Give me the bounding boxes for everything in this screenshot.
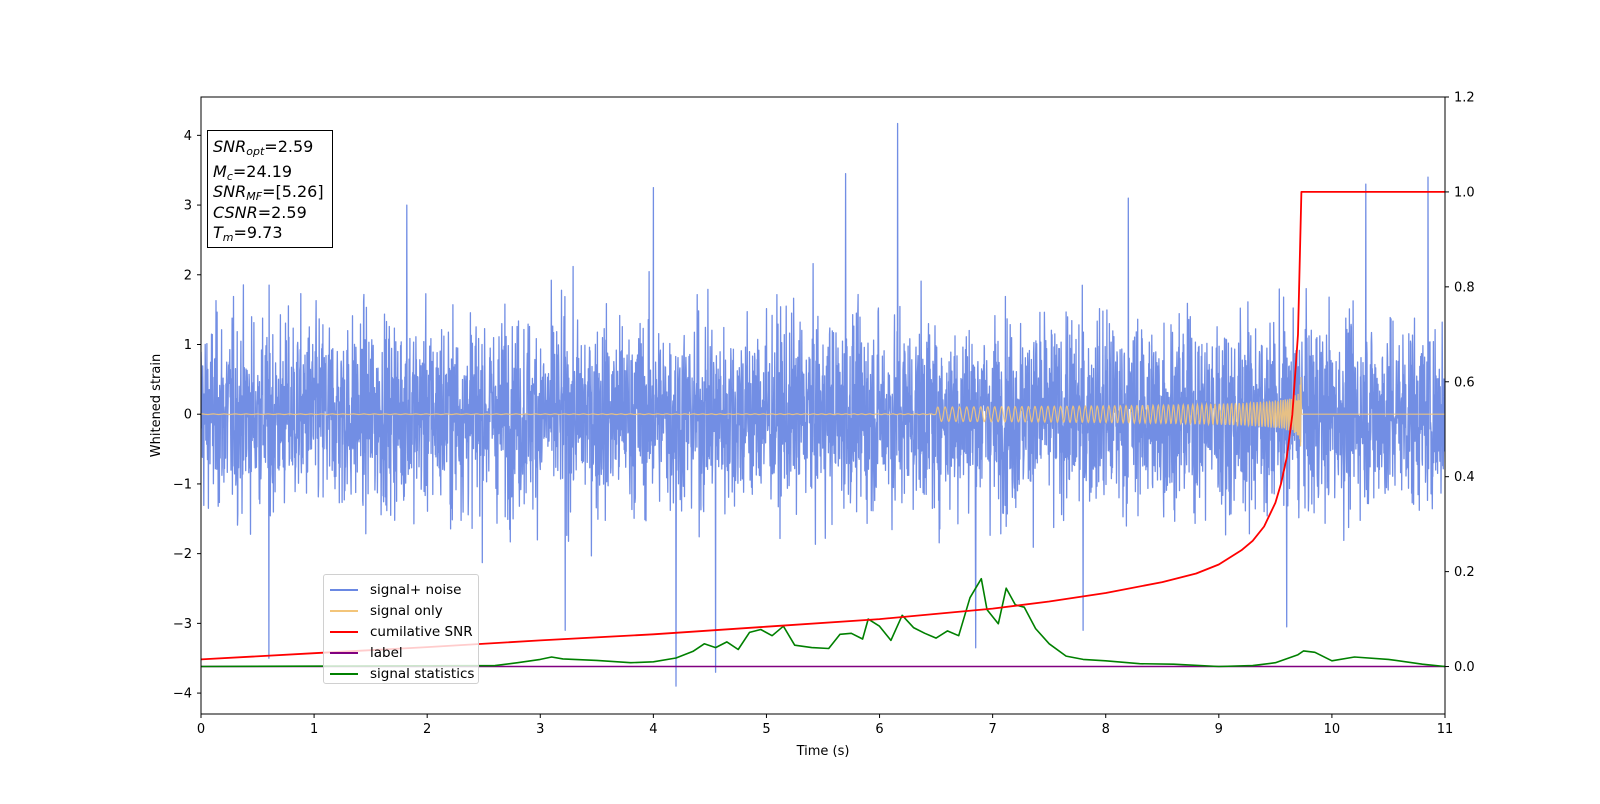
x-tick-label: 0 <box>197 722 205 737</box>
y-tick-label: −2 <box>173 547 192 562</box>
x-tick-label: 4 <box>649 722 657 737</box>
y-axis-label: Whitened strain <box>149 354 164 457</box>
legend-swatch <box>330 672 358 675</box>
y-tick-label: −4 <box>173 687 192 702</box>
y2-tick-label: 0.2 <box>1454 565 1475 580</box>
y2-tick-label: 0.6 <box>1454 375 1475 390</box>
y-tick-label: 2 <box>184 268 192 283</box>
x-tick-label: 5 <box>762 722 770 737</box>
y2-tick-label: 1.2 <box>1454 91 1475 106</box>
mc-text: Mc=24.19 <box>213 161 293 183</box>
x-tick-label: 2 <box>423 722 431 737</box>
y-tick-label: 1 <box>184 338 192 353</box>
x-tick-label: 11 <box>1437 722 1454 737</box>
series-cumulative-snr-line <box>201 190 1445 661</box>
info-box: SNRopt=2.59 Mc=24.19 SNRMF=[5.26] CSNR=2… <box>207 130 333 248</box>
y-tick-label: −3 <box>173 617 192 632</box>
y-axis-right: 0.0 0.2 0.4 0.6 0.8 1.0 1.2 <box>1445 91 1475 675</box>
signal-only-path <box>201 376 1445 447</box>
x-tick-label: 9 <box>1215 722 1223 737</box>
legend-swatch <box>330 609 358 612</box>
legend-label: label <box>370 644 403 661</box>
legend-item-signal-statistics: signal statistics <box>330 663 478 684</box>
y-tick-label: −1 <box>173 477 192 492</box>
legend-label: signal statistics <box>370 665 475 682</box>
x-tick-label: 10 <box>1324 722 1341 737</box>
x-tick-label: 3 <box>536 722 544 737</box>
plot-frame <box>200 96 1446 715</box>
snr-opt-text: SNRopt=2.59 <box>213 137 314 158</box>
legend-label: signal+ noise <box>370 581 462 598</box>
series-signal-statistics-line <box>201 577 1445 668</box>
tm-text: Tm=9.73 <box>213 223 283 244</box>
legend-item-signal-noise: signal+ noise <box>330 579 478 600</box>
x-axis-label: Time (s) <box>796 744 850 759</box>
csnr-text: CSNR=2.59 <box>213 202 307 222</box>
y2-tick-label: 0.4 <box>1454 470 1475 485</box>
y-axis-left: −4 −3 −2 −1 0 1 2 3 4 <box>173 129 201 702</box>
x-axis: 0 1 2 3 4 5 6 7 8 9 10 11 <box>197 714 1453 737</box>
y2-tick-label: 0.0 <box>1454 660 1475 675</box>
series-signal-only-line <box>201 376 1445 447</box>
legend: signal+ noise signal only cumilative SNR… <box>323 574 479 684</box>
legend-label: cumilative SNR <box>370 623 473 640</box>
legend-swatch <box>330 630 358 633</box>
legend-item-cumulative-snr: cumilative SNR <box>330 621 478 642</box>
x-tick-label: 7 <box>988 722 996 737</box>
legend-swatch <box>330 651 358 654</box>
cumulative-snr-path <box>201 190 1445 661</box>
x-tick-label: 1 <box>310 722 318 737</box>
signal-statistics-path <box>201 577 1445 668</box>
y2-tick-label: 1.0 <box>1454 185 1475 200</box>
y2-tick-label: 0.8 <box>1454 280 1475 295</box>
y-tick-label: 4 <box>184 129 192 144</box>
snr-mf-text: SNRMF=[5.26] <box>213 182 324 203</box>
legend-swatch <box>330 588 358 591</box>
legend-item-label: label <box>330 642 478 663</box>
legend-label: signal only <box>370 602 443 619</box>
y-tick-label: 0 <box>184 408 192 423</box>
y-tick-label: 3 <box>184 199 192 214</box>
x-tick-label: 8 <box>1102 722 1110 737</box>
legend-item-signal-only: signal only <box>330 600 478 621</box>
x-tick-label: 6 <box>875 722 883 737</box>
